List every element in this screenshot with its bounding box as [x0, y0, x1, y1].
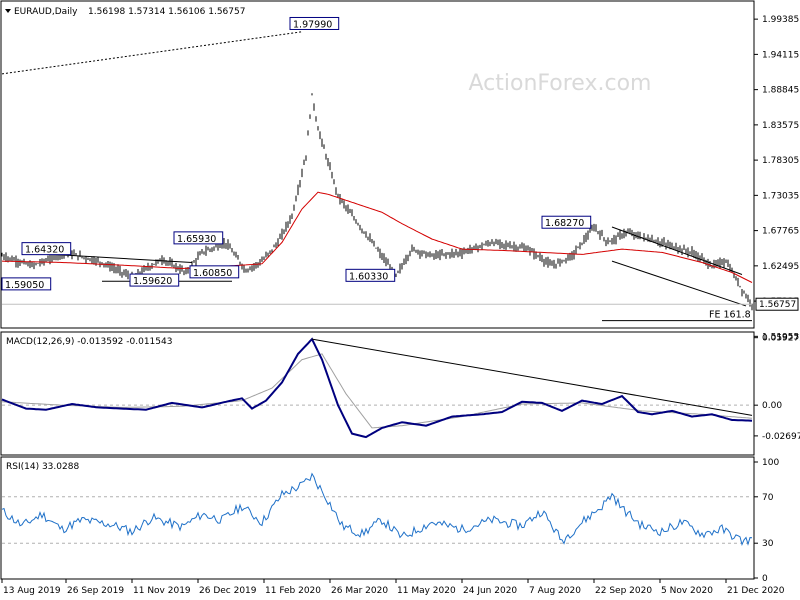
x-tick-label-9: 22 Sep 2020 — [595, 586, 652, 596]
price-annotation-3-box — [189, 265, 240, 279]
x-tick-label-0: 13 Aug 2019 — [3, 586, 61, 596]
x-tick-label-7: 24 Jun 2020 — [463, 586, 517, 596]
macd-panel-frame — [0, 331, 755, 456]
price-axis-tick-label-7: 1.62495 — [762, 262, 799, 272]
x-tick-label-4: 11 Feb 2020 — [265, 586, 321, 596]
macd-signal-line — [1, 353, 753, 429]
rsi-axis-tick-label-1: 70 — [762, 493, 774, 503]
price-axis-tick-label-2: 1.88845 — [762, 86, 799, 96]
moving-average-line — [1, 191, 753, 283]
price-annotation-2-box — [173, 231, 224, 245]
chart-header: EURAUD,Daily 1.56198 1.57314 1.56106 1.5… — [5, 7, 245, 17]
price-annotation-8: FE 161.8 — [709, 310, 751, 321]
macd-axis-tick-label-2: -0.026978 — [762, 432, 800, 442]
macd-panel: 0.059272 0.00 -0.026978 — [1, 334, 800, 442]
price-axis-tick-label-4: 1.78305 — [762, 156, 799, 166]
channel-upper — [611, 226, 743, 275]
current-price-tag: 1.56757 — [759, 300, 796, 310]
rsi-line — [1, 472, 753, 547]
macd-line — [1, 337, 753, 439]
x-tick-label-3: 26 Dec 2019 — [199, 586, 257, 596]
price-annotation-5: 1.59050 — [5, 280, 44, 291]
x-tick-label-1: 26 Sep 2019 — [67, 586, 124, 596]
x-axis: 13 Aug 2019 26 Sep 2019 11 Nov 2019 26 Dec … — [1, 579, 785, 596]
price-annotation-4: 1.59620 — [133, 276, 172, 287]
price-panel: 1.99385 1.94115 1.88845 1.83575 1.78305 1.730… — [1, 15, 799, 342]
rsi-axis-tick-label-0: 100 — [762, 458, 779, 468]
price-axis-tick-label-0: 1.99385 — [762, 15, 799, 25]
price-annotation-0: 1.97990 — [293, 19, 332, 30]
macd-title: MACD(12,26,9) -0.013592 -0.011543 — [6, 337, 172, 347]
macd-trendline — [311, 338, 753, 416]
price-annotation-0-box — [289, 16, 340, 30]
x-tick-label-11: 21 Dec 2020 — [727, 586, 785, 596]
price-annotation-7-box — [541, 215, 592, 229]
price-annotation-6-box — [345, 268, 396, 282]
rsi-panel: 100 70 30 0 — [1, 458, 779, 584]
price-axis-tick-label-9: 1.51955 — [762, 332, 799, 342]
price-bars — [1, 93, 753, 311]
price-annotation-1: 1.64320 — [25, 245, 64, 256]
price-annotation-6: 1.60330 — [349, 271, 388, 282]
x-tick-label-2: 11 Nov 2019 — [133, 586, 191, 596]
rsi-axis-tick-label-2: 30 — [762, 539, 774, 549]
x-tick-label-6: 11 May 2020 — [397, 586, 456, 596]
price-axis-tick-label-6: 1.67765 — [762, 227, 799, 237]
price-axis-tick-label-5: 1.73035 — [762, 191, 799, 201]
dropdown-arrow-icon[interactable] — [5, 9, 11, 13]
resistance-line — [41, 253, 193, 263]
price-annotation-5-box — [1, 277, 52, 291]
rsi-title: RSI(14) 33.0288 — [6, 462, 79, 472]
price-annotation-2: 1.65930 — [177, 234, 216, 245]
watermark: ActionForex.com — [469, 71, 652, 96]
x-tick-label-8: 7 Aug 2020 — [529, 586, 581, 596]
price-annotation-4-box — [129, 273, 180, 287]
x-tick-label-5: 26 Mar 2020 — [331, 586, 388, 596]
symbol-label: EURAUD,Daily — [14, 7, 78, 17]
dotted-trendline — [1, 31, 303, 75]
macd-axis-tick-label-1: 0.00 — [762, 401, 782, 411]
rsi-axis-tick-label-3: 0 — [762, 574, 768, 584]
price-panel-frame — [0, 0, 755, 329]
price-annotation-1-box — [21, 242, 72, 256]
macd-axis-tick-label-0: 0.059272 — [762, 334, 800, 344]
price-axis-tick-label-1: 1.94115 — [762, 50, 799, 60]
price-axis-tick-label-3: 1.83575 — [762, 121, 799, 131]
price-annotation-7: 1.68270 — [545, 218, 584, 229]
price-annotation-3: 1.60850 — [193, 268, 232, 279]
ohlc-label: 1.56198 1.57314 1.56106 1.56757 — [88, 7, 245, 17]
current-price-tag-box — [755, 297, 799, 311]
rsi-panel-frame — [0, 456, 755, 580]
channel-lower — [611, 260, 747, 307]
x-tick-label-10: 5 Nov 2020 — [661, 586, 713, 596]
